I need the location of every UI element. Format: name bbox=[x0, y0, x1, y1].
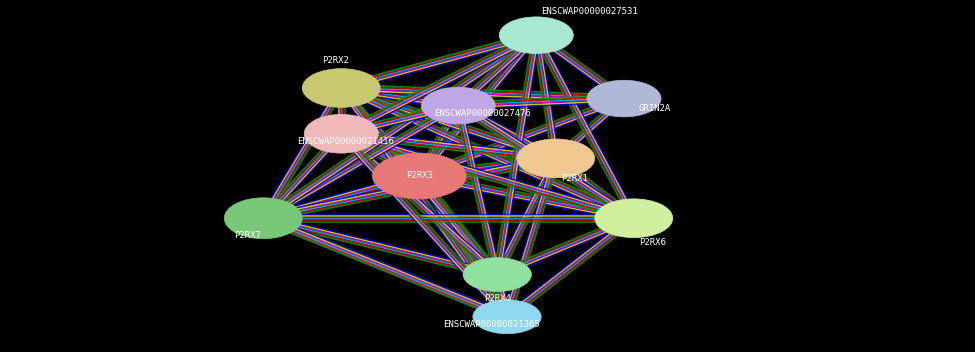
Ellipse shape bbox=[587, 80, 661, 117]
Ellipse shape bbox=[421, 87, 495, 124]
Text: P2RX2: P2RX2 bbox=[322, 56, 349, 65]
Ellipse shape bbox=[499, 17, 573, 54]
Ellipse shape bbox=[517, 139, 595, 178]
Text: P2RX6: P2RX6 bbox=[639, 238, 666, 247]
Ellipse shape bbox=[595, 199, 673, 238]
Ellipse shape bbox=[304, 114, 378, 153]
Text: P2RX1: P2RX1 bbox=[561, 174, 588, 183]
Ellipse shape bbox=[473, 300, 541, 334]
Text: ENSCWAP00000027531: ENSCWAP00000027531 bbox=[541, 7, 638, 16]
Text: ENSCWAP00000021365: ENSCWAP00000021365 bbox=[444, 320, 540, 329]
Ellipse shape bbox=[302, 69, 380, 107]
Ellipse shape bbox=[372, 153, 466, 199]
Text: GRIN2A: GRIN2A bbox=[639, 103, 671, 113]
Text: ENSCWAP00000021416: ENSCWAP00000021416 bbox=[297, 137, 394, 146]
Text: P2RX3: P2RX3 bbox=[406, 171, 433, 181]
Text: ENSCWAP00000027476: ENSCWAP00000027476 bbox=[434, 109, 530, 118]
Text: P2RX7: P2RX7 bbox=[234, 231, 261, 240]
Text: P2RX4: P2RX4 bbox=[484, 294, 511, 303]
Ellipse shape bbox=[463, 258, 531, 291]
Ellipse shape bbox=[224, 198, 302, 239]
